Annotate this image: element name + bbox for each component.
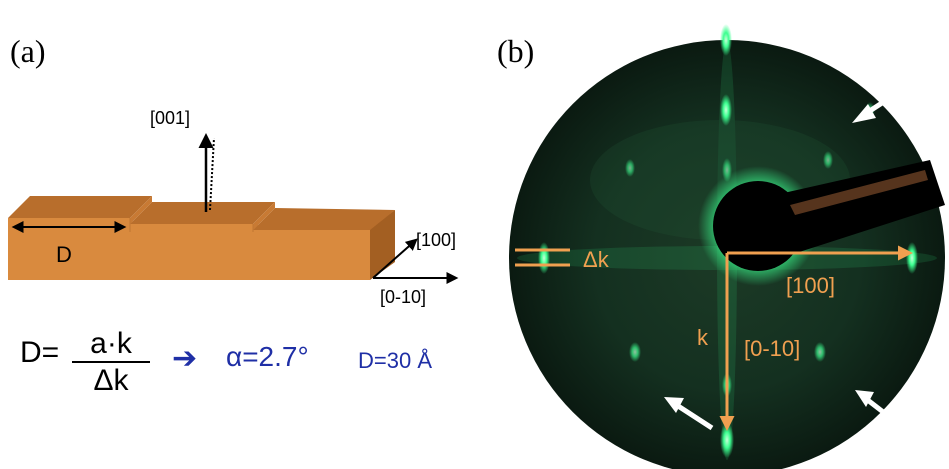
k-100-label: [100] <box>786 273 835 298</box>
pointer-arrowhead-top-right <box>852 104 876 123</box>
step-riser-2 <box>253 202 275 230</box>
terrace-width-label: D <box>56 242 72 267</box>
spot-left <box>538 242 550 274</box>
formula-numerator: a·k <box>90 327 132 360</box>
pointer-arrow-bottom-right <box>863 396 902 427</box>
formula-fraction: a·k Δk <box>72 328 150 397</box>
k-label: k <box>697 325 709 350</box>
spot-lower-right <box>814 342 826 362</box>
direction-001-label: [001] <box>150 108 190 128</box>
vicinal-normal-arrow <box>209 137 215 211</box>
pointer-arrowhead-bottom-left <box>664 397 684 413</box>
terrace-top-3 <box>253 208 395 230</box>
formula-lhs: D= <box>20 336 60 369</box>
spot-mid-upper <box>722 158 732 182</box>
panel-a: (a) D [001] [100] [0 <box>8 33 459 307</box>
pointer-arrowhead-bottom-right <box>855 390 874 407</box>
spot-upper-right <box>823 151 833 169</box>
terrace-top-2 <box>130 202 275 224</box>
panel-b-label: (b) <box>497 33 534 69</box>
formula-denominator: Δk <box>93 364 129 397</box>
axis-100-arrow <box>372 238 418 279</box>
spot-bottom <box>720 422 734 458</box>
spot-top <box>720 24 732 56</box>
panel-a-label: (a) <box>10 33 46 69</box>
result-arrow-icon: ➔ <box>172 342 198 375</box>
step-front-face <box>8 218 370 280</box>
spot-top-mid <box>720 94 732 126</box>
spot-upper-left <box>625 159 635 177</box>
direction-010-label: [0-10] <box>380 287 426 307</box>
terrace-width-value: D=30 Å <box>358 348 432 373</box>
pointer-arrows <box>664 83 910 431</box>
pointer-arrow-bottom-left <box>673 401 714 431</box>
step-riser-1 <box>130 196 152 224</box>
stepped-surface <box>8 196 395 280</box>
spot-right <box>906 242 918 274</box>
fraction-bar <box>72 361 150 363</box>
panel-b: (b) Δk <box>497 24 945 469</box>
terrace-top-1 <box>8 196 152 218</box>
spot-lower-left <box>629 342 641 362</box>
delta-k-label: Δk <box>583 247 610 272</box>
terrace-formula: D= a·k Δk ➔ α=2.7° D=30 Å <box>20 328 480 398</box>
direction-100-label: [100] <box>416 230 456 250</box>
k-010-label: [0-10] <box>744 336 800 361</box>
gun-cable <box>790 170 928 215</box>
step-side-face <box>370 210 395 280</box>
miscut-angle-value: α=2.7° <box>226 341 309 372</box>
